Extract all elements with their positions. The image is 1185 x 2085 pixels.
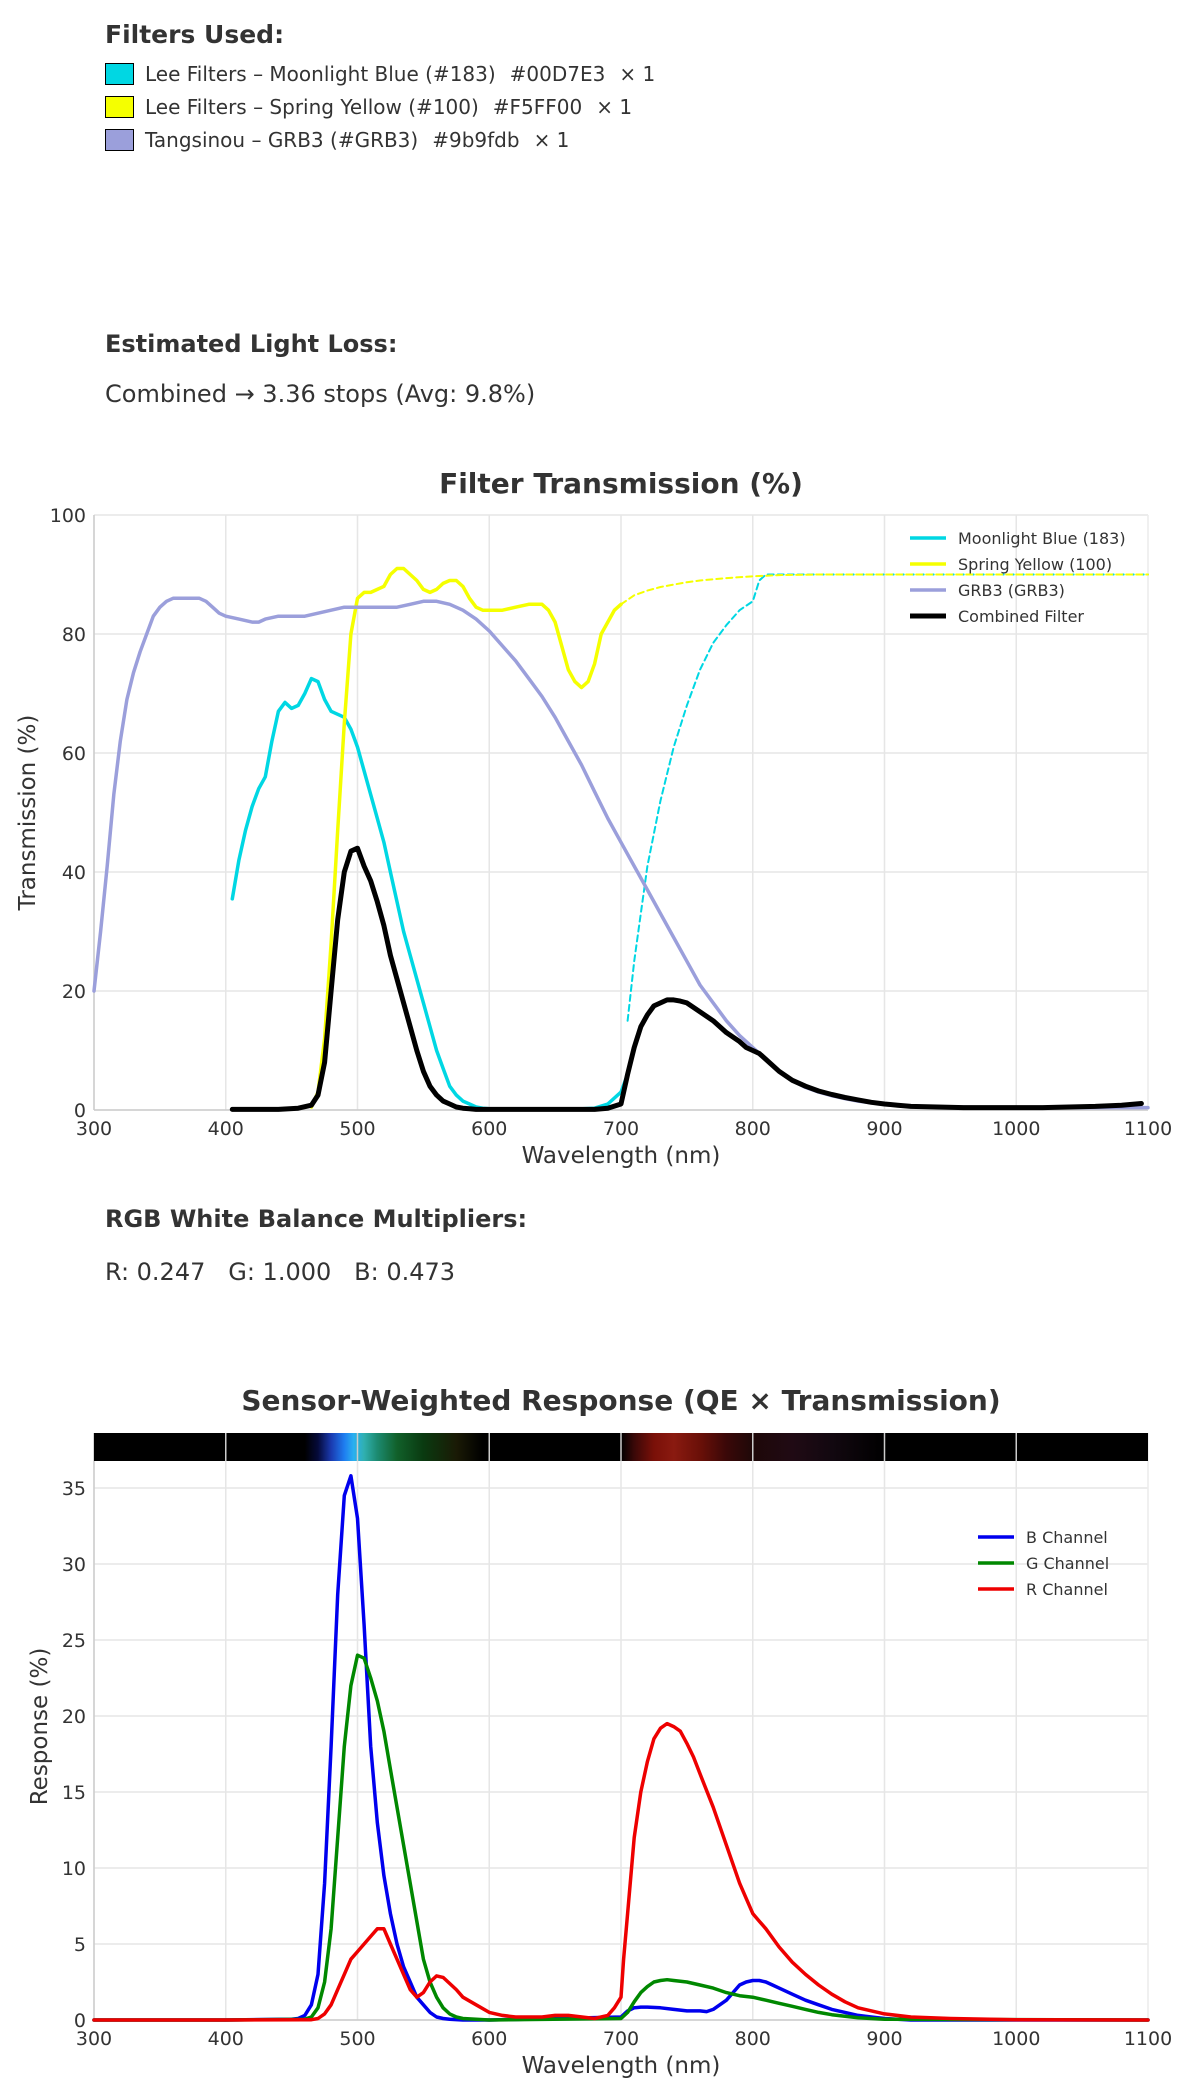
y-tick-label: 20	[62, 981, 86, 1003]
y-tick-label: 20	[62, 1706, 86, 1728]
x-tick-label: 300	[76, 2028, 112, 2050]
legend-label: G Channel	[1026, 1554, 1109, 1573]
filter-hex: #9b9fdb	[432, 127, 520, 152]
y-tick-label: 80	[62, 624, 86, 646]
y-tick-label: 40	[62, 862, 86, 884]
series-line	[229, 845, 1144, 1112]
x-tick-label: 300	[76, 1118, 112, 1140]
series-line	[92, 1653, 1150, 2022]
series-line	[92, 1721, 1150, 2022]
series-line	[626, 573, 1149, 1022]
filter-item: Lee Filters – Moonlight Blue (#183) #00D…	[105, 57, 655, 90]
y-tick-label: 60	[62, 743, 86, 765]
filter-item: Lee Filters – Spring Yellow (#100) #F5FF…	[105, 90, 655, 123]
y-axis-label: Transmission (%)	[15, 715, 41, 912]
filter-count: × 1	[619, 61, 656, 86]
x-tick-label: 700	[603, 2028, 639, 2050]
sensor-response-chart: 300 400 500 600 700 800 900 1000 1100 0 5 10 15 20 25 3…	[27, 1384, 1172, 2079]
y-tick-label: 30	[62, 1554, 86, 1576]
y-tick-label: 5	[74, 1934, 86, 1956]
y-tick-label: 15	[62, 1782, 86, 1804]
x-tick-label: 700	[603, 1118, 639, 1140]
x-tick-label: 1100	[1124, 1118, 1172, 1140]
transmission-chart: 300 400 500 600 700 800 900 1000 1100 0 20 40 60 80 10…	[15, 467, 1172, 1169]
legend-label: R Channel	[1026, 1580, 1108, 1599]
y-tick-label: 0	[74, 2010, 86, 2032]
y-tick-label: 100	[50, 505, 86, 527]
light-loss-value: Combined → 3.36 stops (Avg: 9.8%)	[105, 380, 536, 408]
filter-hex: #F5FF00	[492, 94, 583, 119]
filter-name: Tangsinou – GRB3 (#GRB3)	[145, 127, 419, 152]
filters-heading: Filters Used:	[105, 20, 285, 49]
legend-label: Spring Yellow (100)	[958, 555, 1112, 574]
legend-label: Moonlight Blue (183)	[958, 529, 1126, 548]
filter-count: × 1	[596, 94, 633, 119]
legend-label: GRB3 (GRB3)	[958, 581, 1065, 600]
chart-title: Filter Transmission (%)	[439, 467, 803, 500]
x-axis-label: Wavelength (nm)	[522, 2053, 721, 2079]
filter-name: Lee Filters – Spring Yellow (#100)	[145, 94, 479, 119]
x-tick-label: 1100	[1124, 2028, 1172, 2050]
light-loss-heading: Estimated Light Loss:	[105, 330, 398, 358]
color-swatch	[105, 62, 134, 85]
filter-hex: #00D7E3	[509, 61, 606, 86]
filter-item: Tangsinou – GRB3 (#GRB3) #9b9fdb × 1	[105, 123, 655, 156]
white-balance-heading: RGB White Balance Multipliers:	[105, 1205, 528, 1233]
x-tick-label: 900	[866, 2028, 902, 2050]
y-tick-label: 35	[62, 1478, 86, 1500]
y-tick-label: 10	[62, 1858, 86, 1880]
y-tick-label: 25	[62, 1630, 86, 1652]
series-line	[309, 566, 623, 1109]
legend-label: B Channel	[1026, 1528, 1108, 1547]
filter-list: Lee Filters – Moonlight Blue (#183) #00D…	[105, 57, 655, 156]
x-tick-label: 1000	[992, 2028, 1040, 2050]
chart-title: Sensor-Weighted Response (QE × Transmiss…	[241, 1384, 1000, 1417]
x-tick-label: 800	[735, 1118, 771, 1140]
x-tick-label: 400	[208, 1118, 244, 1140]
filter-count: × 1	[533, 127, 570, 152]
color-swatch	[105, 128, 134, 151]
color-swatch	[105, 95, 134, 118]
x-axis-label: Wavelength (nm)	[522, 1143, 721, 1169]
x-tick-label: 600	[471, 2028, 507, 2050]
x-tick-label: 1000	[992, 1118, 1040, 1140]
x-tick-label: 400	[208, 2028, 244, 2050]
legend-label: Combined Filter	[958, 607, 1084, 626]
x-tick-label: 500	[339, 2028, 375, 2050]
x-tick-label: 900	[866, 1118, 902, 1140]
white-balance-values: R: 0.247 G: 1.000 B: 0.473	[105, 1258, 456, 1286]
x-tick-label: 500	[339, 1118, 375, 1140]
y-axis-label: Response (%)	[27, 1648, 53, 1806]
filter-name: Lee Filters – Moonlight Blue (#183)	[145, 61, 496, 86]
series-line	[620, 573, 1149, 606]
filters-section: Filters Used: Lee Filters – Moonlight Bl…	[105, 20, 655, 156]
x-tick-label: 800	[735, 2028, 771, 2050]
x-tick-label: 600	[471, 1118, 507, 1140]
y-tick-label: 0	[74, 1100, 86, 1122]
